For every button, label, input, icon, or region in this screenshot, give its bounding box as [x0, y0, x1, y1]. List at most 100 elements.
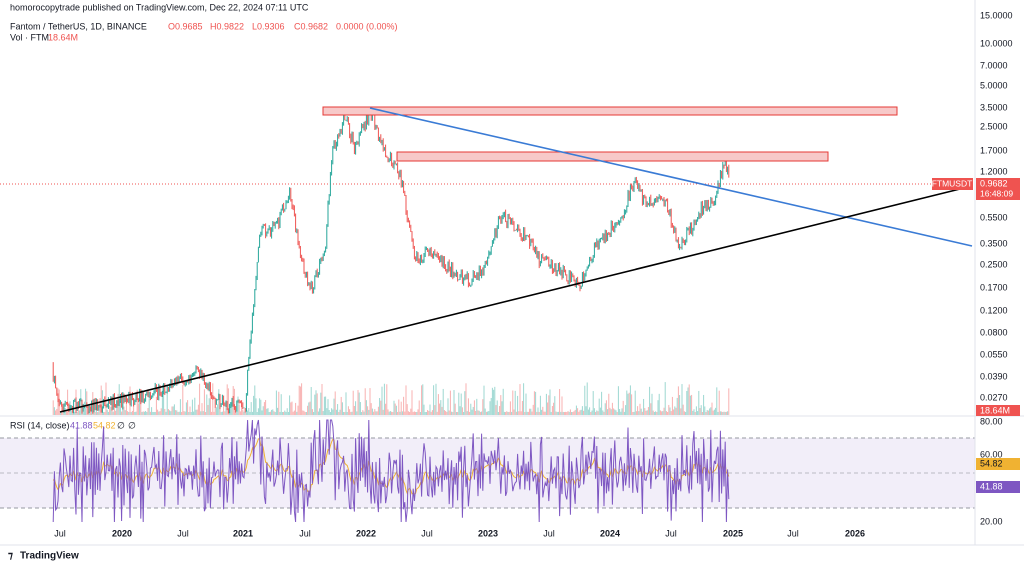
volume-bar	[663, 407, 665, 415]
volume-bar	[646, 410, 648, 415]
volume-bar	[76, 411, 78, 415]
volume-bar	[585, 406, 587, 415]
volume-bar	[268, 411, 270, 415]
volume-bar	[379, 398, 381, 415]
volume-bar	[524, 411, 526, 415]
volume-bar	[701, 412, 703, 415]
volume-bar	[119, 401, 121, 415]
volume-bar	[305, 411, 307, 415]
price-label: 7.0000	[980, 60, 1008, 70]
volume-bar	[502, 388, 504, 415]
volume-bar	[671, 396, 673, 415]
volume-bar	[194, 397, 196, 415]
volume-bar	[692, 410, 694, 415]
volume-bar	[159, 411, 161, 415]
volume-bar	[261, 410, 263, 415]
volume-bar	[566, 411, 568, 415]
volume-bar	[274, 411, 276, 415]
volume-bar	[593, 408, 595, 415]
volume-bar	[160, 408, 162, 415]
volume-bar	[341, 402, 343, 415]
volume-bar	[359, 402, 361, 415]
volume-bar	[326, 408, 328, 415]
volume-bar	[557, 411, 559, 415]
volume-bar	[112, 411, 114, 415]
volume-bar	[670, 411, 672, 415]
price-badge-text: 0.9682	[980, 178, 1008, 188]
volume-bar	[113, 393, 115, 415]
volume-bar	[677, 386, 679, 415]
volume-bar	[329, 412, 331, 415]
volume-bar	[493, 389, 495, 415]
volume-bar	[169, 410, 171, 415]
volume-bar	[297, 405, 299, 415]
time-label: 2020	[112, 528, 132, 538]
volume-bar	[599, 407, 601, 415]
volume-bar	[707, 410, 709, 415]
volume-label: Vol · FTM	[10, 32, 49, 42]
volume-bar	[63, 411, 65, 415]
volume-bar	[661, 411, 663, 415]
volume-bar	[421, 385, 423, 415]
volume-bar	[614, 409, 616, 415]
volume-bar	[100, 385, 102, 415]
volume-bar	[668, 404, 670, 415]
volume-bar	[409, 411, 411, 415]
volume-bar	[584, 385, 586, 415]
volume-bar	[298, 385, 300, 415]
volume-bar	[142, 411, 144, 415]
rsi-value: 41.88	[70, 420, 93, 430]
volume-bar	[485, 411, 487, 415]
volume-bar	[574, 409, 576, 415]
volume-bar	[597, 411, 599, 415]
volume-bar	[583, 410, 585, 415]
volume-bar	[205, 411, 207, 415]
volume-bar	[655, 411, 657, 415]
volume-bar	[715, 407, 717, 415]
footer-icon: ⁊	[8, 551, 13, 562]
volume-bar	[709, 408, 711, 415]
volume-bar	[315, 390, 317, 415]
volume-bar	[391, 411, 393, 415]
volume-bar	[547, 402, 549, 415]
volume-bar	[237, 396, 239, 415]
volume-bar	[567, 411, 569, 415]
volume-bar	[403, 396, 405, 415]
volume-bar	[68, 407, 70, 415]
volume-bar	[134, 411, 136, 415]
volume-bar	[263, 402, 265, 415]
volume-bar	[460, 393, 462, 415]
volume-bar	[220, 411, 222, 415]
volume-bar	[260, 399, 262, 415]
volume-bar	[427, 410, 429, 415]
volume-bar	[489, 401, 491, 415]
time-label: Jul	[177, 528, 189, 538]
volume-bar	[424, 412, 426, 415]
volume-bar	[472, 406, 474, 415]
symbol-badge	[932, 178, 973, 190]
volume-bar	[511, 411, 513, 415]
volume-bar	[429, 404, 431, 415]
volume-bar	[70, 410, 72, 415]
volume-bar	[410, 408, 412, 415]
volume-bar	[568, 411, 570, 415]
volume-bar	[395, 405, 397, 415]
volume-bar	[393, 400, 395, 415]
volume-bar	[209, 382, 211, 415]
volume-bar	[430, 411, 432, 415]
volume-bar	[484, 408, 486, 415]
volume-bar	[69, 401, 71, 415]
volume-bar	[667, 411, 669, 415]
volume-bar	[659, 410, 661, 415]
volume-bar	[693, 409, 695, 415]
volume-bar	[710, 407, 712, 415]
volume-bar	[392, 411, 394, 415]
volume-bar	[248, 408, 250, 415]
volume-bar	[469, 411, 471, 415]
volume-bar	[215, 407, 217, 415]
price-label: 15.0000	[980, 10, 1013, 20]
volume-bar	[82, 411, 84, 415]
volume-bar	[353, 405, 355, 415]
time-label: 2023	[478, 528, 498, 538]
volume-bar	[105, 382, 107, 415]
